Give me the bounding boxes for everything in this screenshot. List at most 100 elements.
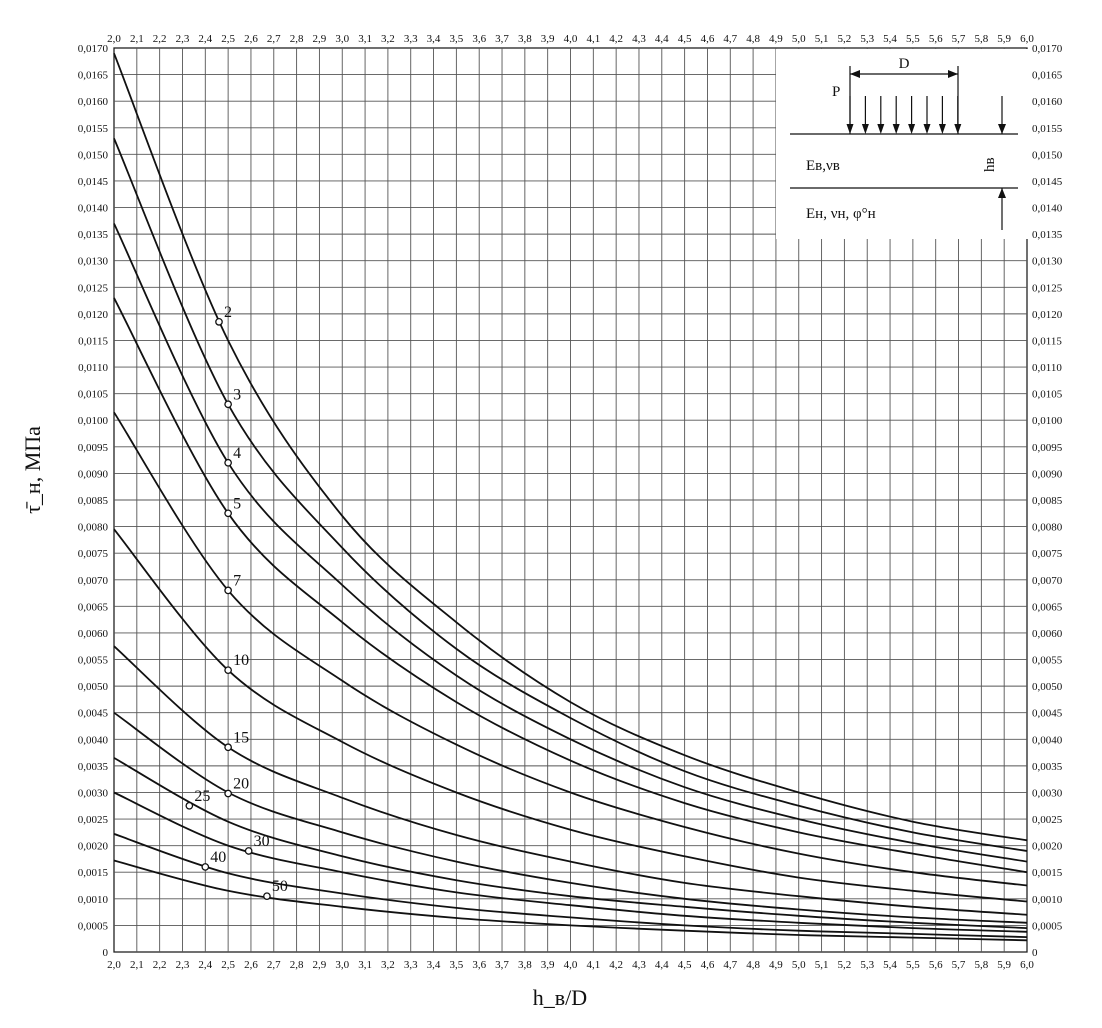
x-tick-label-bottom: 4,3 bbox=[632, 959, 646, 971]
y-tick-label-right: 0,0160 bbox=[1032, 96, 1063, 108]
y-tick-label-right: 0,0095 bbox=[1032, 442, 1063, 454]
load-arrowhead bbox=[908, 124, 916, 134]
series-line-10 bbox=[113, 528, 1028, 903]
y-tick-label-left: 0,0060 bbox=[78, 628, 109, 640]
x-tick-label-top: 5,8 bbox=[974, 33, 988, 45]
x-tick-label-top: 3,6 bbox=[472, 33, 486, 45]
y-tick-label-left: 0,0120 bbox=[78, 309, 109, 321]
x-tick-label-bottom: 2,1 bbox=[130, 959, 144, 971]
y-tick-label-left: 0,0135 bbox=[78, 229, 109, 241]
x-tick-label-bottom: 2,6 bbox=[244, 959, 258, 971]
y-tick-label-right: 0,0085 bbox=[1032, 495, 1063, 507]
x-tick-label-bottom: 3,4 bbox=[427, 959, 441, 971]
y-tick-label-right: 0,0005 bbox=[1032, 920, 1063, 932]
y-tick-label-right: 0,0045 bbox=[1032, 708, 1063, 720]
load-arrowhead bbox=[861, 124, 869, 134]
x-tick-label-top: 3,0 bbox=[335, 33, 349, 45]
y-tick-label-right: 0,0130 bbox=[1032, 256, 1063, 268]
y-tick-label-left: 0,0125 bbox=[78, 282, 109, 294]
series-label-25: 25 bbox=[194, 788, 210, 805]
inset-thickness-label: hв bbox=[982, 157, 998, 172]
y-tick-label-right: 0,0055 bbox=[1032, 655, 1063, 667]
x-tick-label-top: 4,5 bbox=[678, 33, 692, 45]
series-label-10: 10 bbox=[233, 652, 249, 669]
x-tick-label-bottom: 4,5 bbox=[678, 959, 692, 971]
y-tick-label-left: 0,0050 bbox=[78, 681, 109, 693]
y-tick-label-right: 0,0080 bbox=[1032, 522, 1063, 534]
x-tick-label-top: 3,2 bbox=[381, 33, 395, 45]
series-marker-40 bbox=[201, 863, 210, 871]
y-tick-label-left: 0,0055 bbox=[78, 655, 109, 667]
x-tick-label-bottom: 3,3 bbox=[404, 959, 418, 971]
x-tick-label-top: 4,4 bbox=[655, 33, 669, 45]
x-tick-label-top: 3,9 bbox=[541, 33, 555, 45]
x-tick-label-top: 2,4 bbox=[198, 33, 212, 45]
inset-upper-layer-label: Eв,νв bbox=[806, 158, 840, 174]
x-tick-label-bottom: 3,8 bbox=[518, 959, 532, 971]
x-tick-label-bottom: 5,7 bbox=[952, 959, 966, 971]
series-marker-10 bbox=[224, 666, 232, 675]
y-tick-label-right: 0,0030 bbox=[1032, 787, 1063, 799]
y-tick-label-left: 0,0040 bbox=[78, 734, 109, 746]
y-tick-label-left: 0,0010 bbox=[78, 894, 109, 906]
y-tick-label-left: 0,0130 bbox=[78, 256, 109, 268]
series-label-50: 50 bbox=[272, 878, 288, 895]
y-tick-label-right: 0,0110 bbox=[1032, 362, 1062, 374]
y-tick-label-left: 0,0150 bbox=[78, 149, 109, 161]
x-tick-label-top: 2,7 bbox=[267, 33, 281, 45]
y-tick-label-left: 0,0165 bbox=[78, 70, 109, 82]
x-tick-label-bottom: 5,3 bbox=[860, 959, 874, 971]
y-tick-label-left: 0,0085 bbox=[78, 495, 109, 507]
x-tick-label-top: 2,1 bbox=[130, 33, 144, 45]
tick-labels: 2,0 2,0 2,1 2,1 2,2 2,2 2,3 2,3 2,4 2,4 2,5 2,5 2,6 2… bbox=[78, 33, 1063, 971]
grid bbox=[113, 47, 1028, 953]
series-line-40 bbox=[113, 833, 1028, 938]
x-tick-label-bottom: 4,6 bbox=[701, 959, 715, 971]
load-arrows bbox=[846, 96, 962, 134]
y-tick-label-left: 0,0045 bbox=[78, 708, 109, 720]
y-tick-label-left: 0,0140 bbox=[78, 203, 109, 215]
y-tick-label-right: 0,0075 bbox=[1032, 548, 1063, 560]
y-tick-label-right: 0,0090 bbox=[1032, 468, 1063, 480]
x-tick-label-bottom: 3,0 bbox=[335, 959, 349, 971]
series-label-5: 5 bbox=[233, 495, 241, 512]
y-tick-label-right: 0,0025 bbox=[1032, 814, 1063, 826]
series-label-7: 7 bbox=[233, 572, 241, 589]
x-tick-label-bottom: 3,2 bbox=[381, 959, 395, 971]
x-tick-label-top: 4,8 bbox=[746, 33, 760, 45]
load-arrowhead bbox=[923, 124, 931, 134]
x-tick-label-bottom: 2,9 bbox=[313, 959, 327, 971]
arrowhead-left bbox=[850, 70, 860, 78]
x-tick-label-top: 4,7 bbox=[723, 33, 737, 45]
y-tick-label-left: 0,0025 bbox=[78, 814, 109, 826]
x-tick-label-bottom: 3,1 bbox=[358, 959, 372, 971]
x-tick-label-bottom: 5,8 bbox=[974, 959, 988, 971]
y-tick-label-left: 0,0100 bbox=[78, 415, 109, 427]
series-label-4: 4 bbox=[233, 445, 241, 462]
x-tick-label-bottom: 3,7 bbox=[495, 959, 509, 971]
y-tick-label-right: 0,0070 bbox=[1032, 575, 1063, 587]
inset-lower-layer-label: Eн, νн, φ°н bbox=[806, 206, 876, 222]
x-tick-label-bottom: 4,8 bbox=[746, 959, 760, 971]
y-tick-label-right: 0,0065 bbox=[1032, 601, 1063, 613]
x-tick-label-top: 2,0 bbox=[107, 33, 121, 45]
series-marker-15 bbox=[224, 743, 232, 752]
x-tick-label-top: 5,2 bbox=[838, 33, 852, 45]
x-tick-label-bottom: 2,0 bbox=[107, 959, 121, 971]
y-tick-label-left: 0,0005 bbox=[78, 920, 109, 932]
x-tick-label-bottom: 2,5 bbox=[221, 959, 235, 971]
x-tick-label-top: 3,8 bbox=[518, 33, 532, 45]
thickness-arrowhead-bottom bbox=[998, 188, 1006, 198]
series-label-2: 2 bbox=[224, 304, 232, 321]
x-tick-label-bottom: 5,1 bbox=[815, 959, 829, 971]
x-tick-label-top: 4,9 bbox=[769, 33, 783, 45]
x-axis-title: h_в/D bbox=[533, 985, 587, 1010]
x-tick-label-bottom: 2,3 bbox=[176, 959, 190, 971]
y-tick-label-left: 0,0075 bbox=[78, 548, 109, 560]
y-tick-label-left: 0,0035 bbox=[78, 761, 109, 773]
y-tick-label-right: 0,0170 bbox=[1032, 43, 1063, 55]
y-tick-label-left: 0,0155 bbox=[78, 123, 109, 135]
x-tick-label-top: 3,3 bbox=[404, 33, 418, 45]
x-tick-label-top: 5,0 bbox=[792, 33, 806, 45]
y-tick-label-right: 0,0115 bbox=[1032, 335, 1062, 347]
